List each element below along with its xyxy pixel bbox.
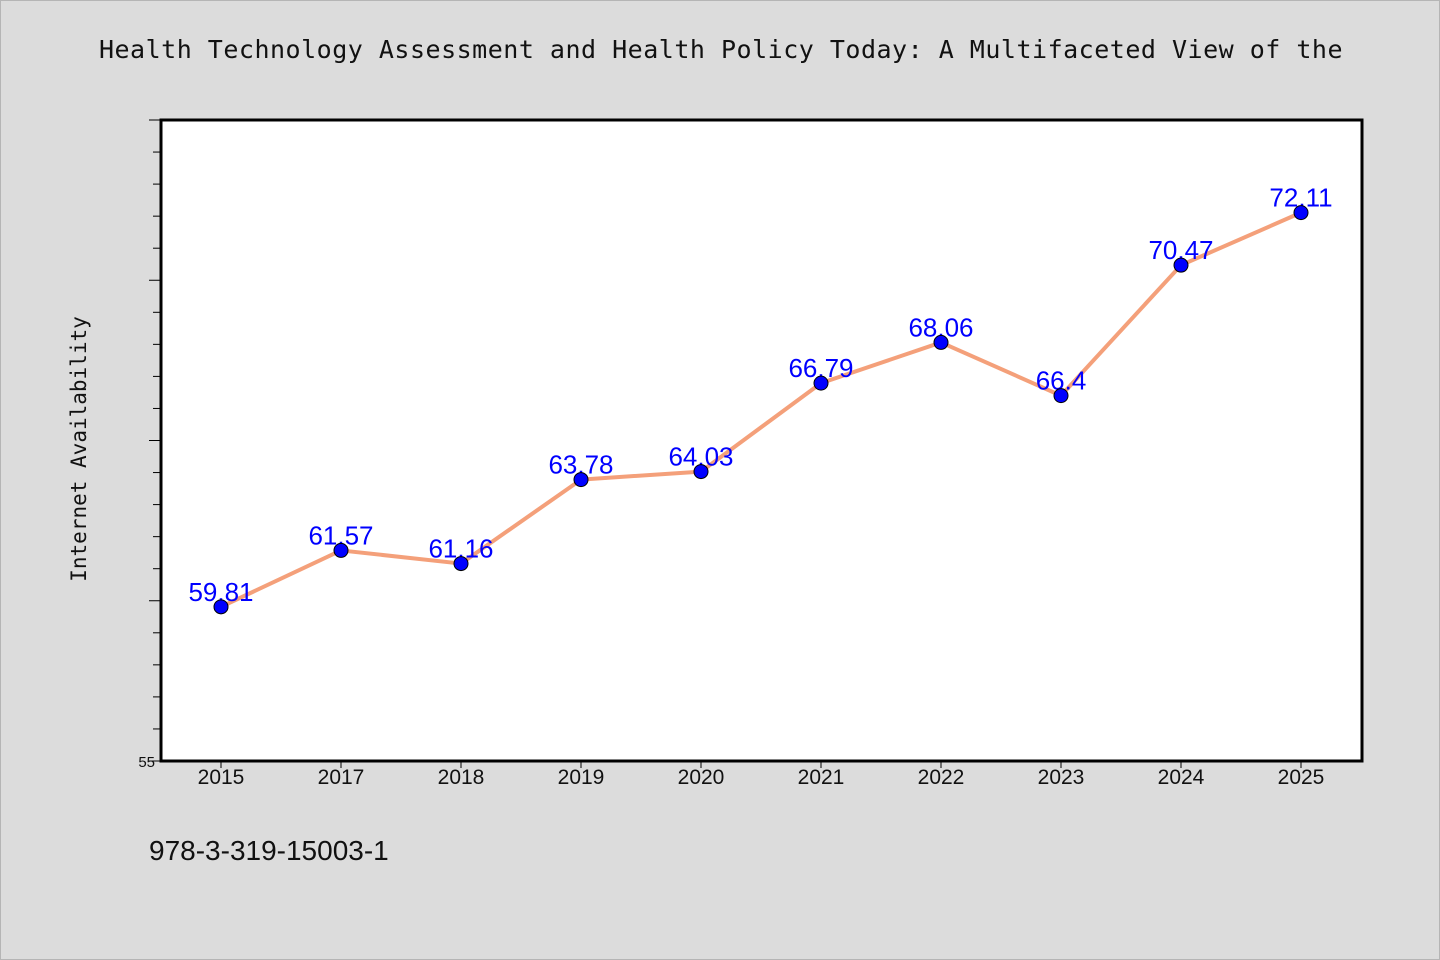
data-point: [1173, 257, 1189, 273]
x-tick-label: 2022: [918, 766, 965, 789]
chart-title: Health Technology Assessment and Health …: [98, 35, 1344, 64]
x-tick-label: 2019: [558, 766, 605, 789]
data-point: [453, 556, 469, 572]
x-tick-label: 2025: [1278, 766, 1325, 789]
data-point: [693, 464, 709, 480]
x-axis-ticks: 2015 2017 2018 2019 2020 2021 2022 2023 2024 2025: [198, 761, 1325, 789]
data-point: [333, 542, 349, 558]
footer-id-text: 978-3-319-15003-1: [149, 835, 389, 866]
data-point: [1293, 205, 1309, 221]
data-series: [219, 210, 1303, 609]
data-point: [213, 599, 229, 615]
series-line: [219, 210, 1303, 609]
plot-area: [159, 118, 1364, 763]
data-point: [573, 472, 589, 488]
data-point: [933, 334, 949, 350]
x-tick-label: 2017: [318, 766, 365, 789]
y-axis-ticks: 55: [138, 119, 161, 771]
x-tick-label: 2020: [678, 766, 725, 789]
x-tick-label: 2015: [198, 766, 245, 789]
y-axis-label: Internet Availability: [67, 316, 91, 582]
x-tick-label: 2023: [1038, 766, 1085, 789]
x-tick-label: 2024: [1158, 766, 1205, 789]
data-point: [813, 375, 829, 391]
data-point: [1053, 388, 1069, 404]
x-tick-label: 2021: [798, 766, 845, 789]
y-tick-label: 55: [138, 754, 155, 771]
x-tick-label: 2018: [438, 766, 485, 789]
